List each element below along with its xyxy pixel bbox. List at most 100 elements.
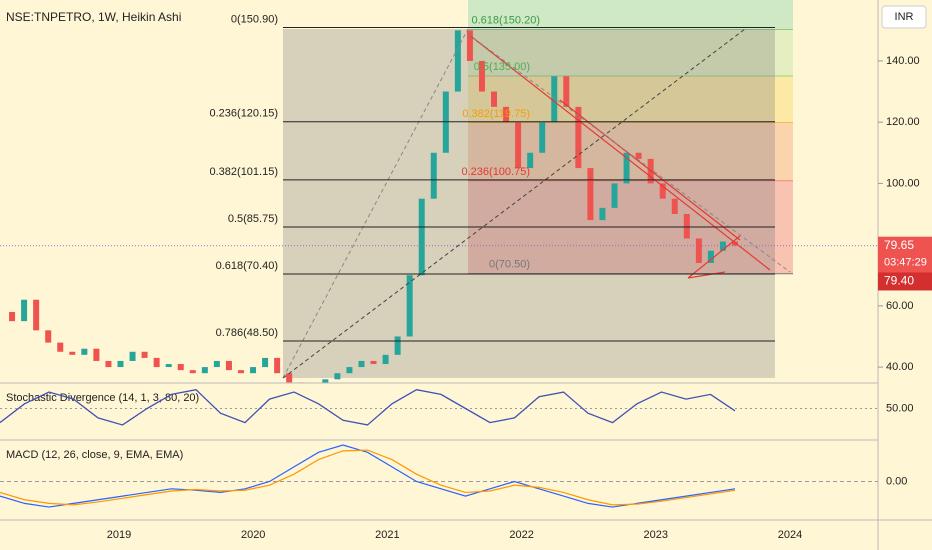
candle [81, 348, 88, 355]
fib-label: 0.5(85.75) [228, 213, 278, 225]
stoch-title: Stochastic Divergence (14, 1, 3, 80, 20) [6, 392, 199, 404]
fib-label: 0.618(70.40) [216, 260, 278, 272]
trendline [467, 33, 791, 273]
candle [527, 152, 534, 169]
candle [237, 370, 244, 374]
fib-label: 0.236(120.15) [210, 108, 279, 120]
candle [274, 357, 281, 374]
fib-diagonal [282, 28, 746, 379]
candle [201, 367, 208, 374]
candle [153, 357, 160, 368]
candle [430, 152, 437, 199]
candle [141, 351, 148, 358]
candle [707, 250, 714, 263]
candle [9, 311, 16, 322]
stoch-line [0, 388, 736, 426]
trendline [467, 33, 771, 271]
candle [370, 360, 377, 365]
time-tick-label: 2019 [107, 529, 131, 541]
countdown: 03:47:29 [884, 257, 927, 269]
time-tick-label: 2021 [375, 529, 399, 541]
candle [683, 214, 690, 239]
candle [563, 76, 570, 107]
candle [732, 241, 738, 246]
candle [454, 30, 461, 92]
candle [491, 91, 498, 107]
fib-label: 0.786(48.50) [216, 327, 278, 339]
macd-tick-label: 0.00 [886, 475, 907, 487]
price-tick-label: 40.00 [886, 361, 914, 373]
candle [322, 379, 329, 383]
candle [478, 60, 485, 92]
candle [503, 106, 510, 123]
candle [117, 360, 124, 368]
price-tick-label: 140.00 [886, 55, 920, 67]
symbol-title: NSE:TNPETRO, 1W, Heikin Ashi [6, 10, 181, 24]
macd-line [0, 444, 736, 508]
candle [286, 373, 293, 383]
fib-label: 0(70.50) [489, 259, 530, 271]
candle [515, 122, 522, 169]
candle [250, 367, 257, 374]
fib-label: 0(150.90) [231, 13, 278, 25]
price-tick-label: 120.00 [886, 116, 920, 128]
candle [719, 241, 726, 251]
candle [406, 275, 413, 337]
candle [623, 152, 630, 184]
candle [358, 360, 365, 368]
candle [551, 76, 558, 123]
candle [346, 367, 353, 374]
fib-zone [468, 29, 793, 77]
candle [382, 354, 389, 365]
candle [129, 351, 136, 361]
candle [671, 198, 678, 215]
time-tick-label: 2022 [509, 529, 533, 541]
candle [394, 336, 401, 355]
candle [635, 152, 642, 159]
trendline [559, 99, 741, 241]
candle [105, 360, 112, 368]
last-price: 79.65 [884, 238, 914, 252]
fib-label: 0.618(150.20) [472, 15, 541, 27]
candle [21, 299, 28, 322]
trendline [687, 271, 726, 279]
last-price-tag [878, 236, 932, 273]
fib-label: 0.382(101.15) [210, 166, 279, 178]
prev-price-tag [878, 272, 932, 291]
prev-price: 79.40 [884, 274, 914, 288]
time-tick-label: 2020 [241, 529, 265, 541]
candle [466, 30, 473, 61]
candle [69, 351, 76, 355]
candle [177, 364, 184, 371]
fib-label: 0.382(119.75) [462, 108, 530, 120]
candle [225, 360, 232, 371]
candle [45, 330, 52, 343]
fib-zone [468, 122, 793, 182]
price-tick-label: 100.00 [886, 177, 920, 189]
candle [539, 122, 546, 153]
candle [611, 183, 618, 208]
currency[interactable]: INR [895, 11, 914, 23]
candle [213, 360, 220, 368]
candle [575, 106, 582, 169]
candle [165, 364, 172, 368]
candle [93, 348, 100, 361]
candle [659, 183, 666, 199]
candle [57, 342, 64, 352]
time-tick-label: 2023 [644, 529, 668, 541]
fib-zone [468, 0, 793, 30]
currency-button[interactable] [881, 5, 927, 29]
candle [33, 299, 40, 331]
macd-title: MACD (12, 26, close, 9, EMA, EMA) [6, 449, 183, 461]
candle [262, 357, 269, 368]
candle [599, 207, 606, 221]
fib-label: 0.236(100.75) [462, 166, 531, 178]
price-tick-label: 60.00 [886, 300, 914, 312]
candle [587, 168, 594, 221]
candle [418, 198, 425, 276]
candle [189, 370, 196, 374]
signal-line [0, 449, 736, 506]
stoch-tick-label: 50.00 [886, 402, 914, 414]
